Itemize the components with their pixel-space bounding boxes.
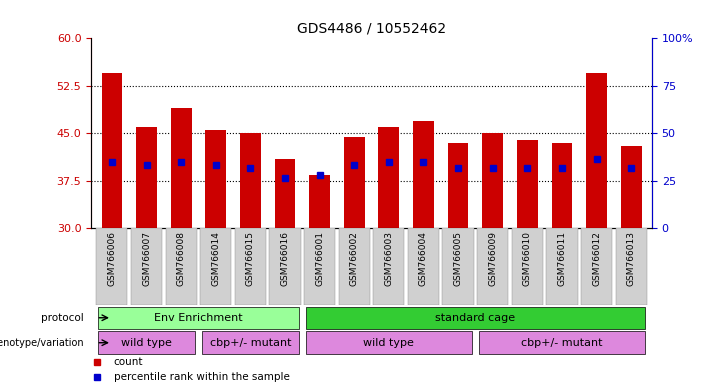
Text: cbp+/- mutant: cbp+/- mutant bbox=[521, 338, 603, 348]
FancyBboxPatch shape bbox=[235, 228, 266, 305]
Bar bbox=[102, 73, 122, 228]
FancyBboxPatch shape bbox=[131, 228, 162, 305]
FancyBboxPatch shape bbox=[615, 228, 647, 305]
Bar bbox=[171, 108, 191, 228]
FancyBboxPatch shape bbox=[98, 331, 195, 354]
FancyBboxPatch shape bbox=[306, 306, 645, 329]
Text: GSM766011: GSM766011 bbox=[557, 231, 566, 286]
FancyBboxPatch shape bbox=[306, 331, 472, 354]
Bar bbox=[621, 146, 641, 228]
FancyBboxPatch shape bbox=[546, 228, 578, 305]
Text: GSM766004: GSM766004 bbox=[419, 231, 428, 286]
Bar bbox=[448, 143, 468, 228]
FancyBboxPatch shape bbox=[442, 228, 474, 305]
FancyBboxPatch shape bbox=[98, 306, 299, 329]
FancyBboxPatch shape bbox=[477, 228, 508, 305]
FancyBboxPatch shape bbox=[304, 228, 335, 305]
Text: GSM766016: GSM766016 bbox=[280, 231, 290, 286]
Bar bbox=[413, 121, 434, 228]
FancyBboxPatch shape bbox=[581, 228, 612, 305]
Text: GSM766007: GSM766007 bbox=[142, 231, 151, 286]
Text: GSM766010: GSM766010 bbox=[523, 231, 532, 286]
Text: Env Enrichment: Env Enrichment bbox=[154, 313, 243, 323]
Text: GSM766013: GSM766013 bbox=[627, 231, 636, 286]
Bar bbox=[586, 73, 607, 228]
Bar bbox=[136, 127, 157, 228]
Text: protocol: protocol bbox=[41, 313, 84, 323]
Text: GSM766005: GSM766005 bbox=[454, 231, 463, 286]
Text: wild type: wild type bbox=[363, 338, 414, 348]
Text: GSM766008: GSM766008 bbox=[177, 231, 186, 286]
Text: percentile rank within the sample: percentile rank within the sample bbox=[114, 372, 290, 382]
Bar bbox=[379, 127, 400, 228]
Text: GSM766012: GSM766012 bbox=[592, 231, 601, 286]
Bar bbox=[343, 137, 365, 228]
FancyBboxPatch shape bbox=[373, 228, 404, 305]
Text: GSM766003: GSM766003 bbox=[384, 231, 393, 286]
Text: genotype/variation: genotype/variation bbox=[0, 338, 84, 348]
Text: GSM766015: GSM766015 bbox=[246, 231, 255, 286]
Text: GSM766009: GSM766009 bbox=[488, 231, 497, 286]
Text: cbp+/- mutant: cbp+/- mutant bbox=[210, 338, 291, 348]
FancyBboxPatch shape bbox=[165, 228, 197, 305]
Text: count: count bbox=[114, 358, 143, 367]
FancyBboxPatch shape bbox=[408, 228, 439, 305]
FancyBboxPatch shape bbox=[202, 331, 299, 354]
FancyBboxPatch shape bbox=[269, 228, 301, 305]
FancyBboxPatch shape bbox=[479, 331, 645, 354]
Title: GDS4486 / 10552462: GDS4486 / 10552462 bbox=[297, 22, 446, 36]
Text: GSM766014: GSM766014 bbox=[211, 231, 220, 286]
Bar bbox=[482, 134, 503, 228]
FancyBboxPatch shape bbox=[512, 228, 543, 305]
Text: GSM766002: GSM766002 bbox=[350, 231, 359, 286]
Bar bbox=[309, 175, 330, 228]
FancyBboxPatch shape bbox=[200, 228, 231, 305]
Text: wild type: wild type bbox=[121, 338, 172, 348]
Bar bbox=[275, 159, 295, 228]
Bar bbox=[517, 140, 538, 228]
Text: GSM766006: GSM766006 bbox=[107, 231, 116, 286]
Bar bbox=[552, 143, 572, 228]
Bar bbox=[205, 130, 226, 228]
FancyBboxPatch shape bbox=[339, 228, 370, 305]
Text: standard cage: standard cage bbox=[435, 313, 515, 323]
Bar bbox=[240, 134, 261, 228]
Text: GSM766001: GSM766001 bbox=[315, 231, 324, 286]
FancyBboxPatch shape bbox=[96, 228, 128, 305]
